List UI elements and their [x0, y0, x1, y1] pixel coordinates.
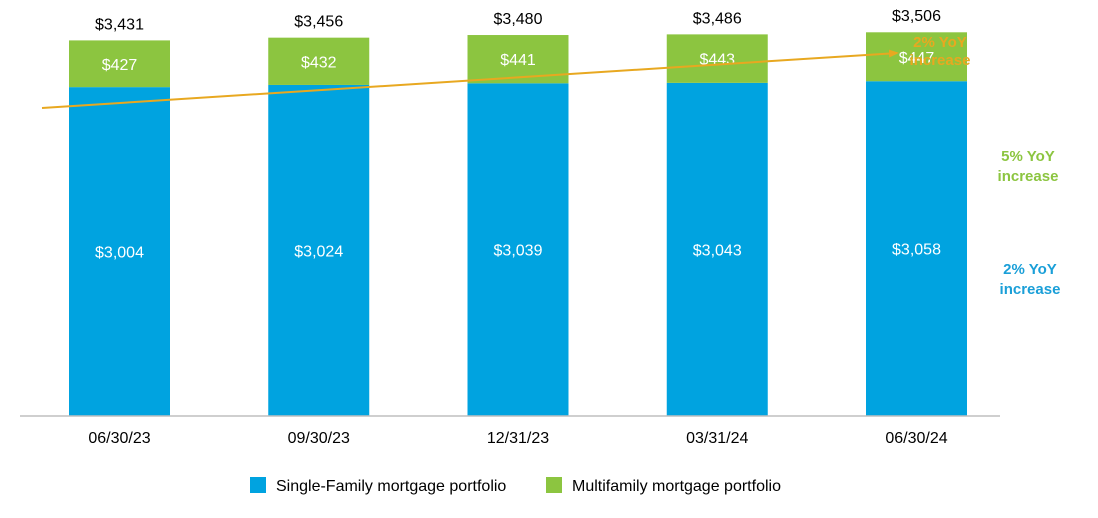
bar-segment-single-family: [467, 83, 569, 416]
data-label-single-family: $3,039: [494, 243, 543, 260]
legend: Single-Family mortgage portfolio Multifa…: [250, 477, 781, 495]
total-growth-annotation-line1: 2% YoY: [913, 34, 967, 51]
total-label: $3,456: [294, 14, 343, 31]
data-label-multifamily: $427: [102, 57, 138, 74]
bar-segment-single-family: [268, 84, 370, 417]
multifamily-growth-annotation-line1: 5% YoY: [1001, 148, 1055, 165]
total-label: $3,431: [95, 16, 144, 33]
bar-segment-multifamily: [268, 37, 370, 85]
bar-segment-multifamily: [666, 34, 768, 83]
data-label-single-family: $3,043: [693, 242, 742, 259]
legend-swatch-multifamily: [546, 477, 562, 493]
total-growth-annotation-line2: increase: [910, 52, 971, 69]
multifamily-growth-annotation-line2: increase: [998, 168, 1059, 185]
bar-segment-multifamily: [69, 40, 170, 88]
data-label-single-family: $3,024: [294, 243, 343, 260]
bar-segment-single-family: [866, 81, 967, 416]
x-tick-label: 06/30/23: [88, 430, 150, 447]
bar-segment-multifamily: [866, 32, 967, 82]
bar-segment-single-family: [666, 82, 768, 416]
legend-label-single-family: Single-Family mortgage portfolio: [276, 478, 506, 495]
x-tick-label: 03/31/24: [686, 430, 748, 447]
x-tick-label: 09/30/23: [288, 430, 350, 447]
total-label: $3,486: [693, 10, 742, 27]
data-label-single-family: $3,058: [892, 242, 941, 259]
total-label: $3,480: [494, 11, 543, 28]
total-label: $3,506: [892, 8, 941, 25]
legend-swatch-single-family: [250, 477, 266, 493]
bar-segment-single-family: [69, 87, 170, 416]
data-label-single-family: $3,004: [95, 245, 144, 262]
data-label-multifamily: $441: [500, 52, 536, 69]
x-tick-label: 06/30/24: [885, 430, 947, 447]
data-label-multifamily: $447: [899, 50, 935, 67]
legend-label-multifamily: Multifamily mortgage portfolio: [572, 478, 781, 495]
bars-group: $3,004 $427 $3,431 06/30/23 $3,024 $432 $3,456…: [69, 8, 967, 447]
trend-arrow: [41, 49, 899, 109]
single-family-growth-annotation-line2: increase: [1000, 281, 1061, 298]
x-tick-label: 12/31/23: [487, 430, 549, 447]
single-family-growth-annotation-line1: 2% YoY: [1003, 261, 1057, 278]
data-label-multifamily: $432: [301, 54, 337, 71]
